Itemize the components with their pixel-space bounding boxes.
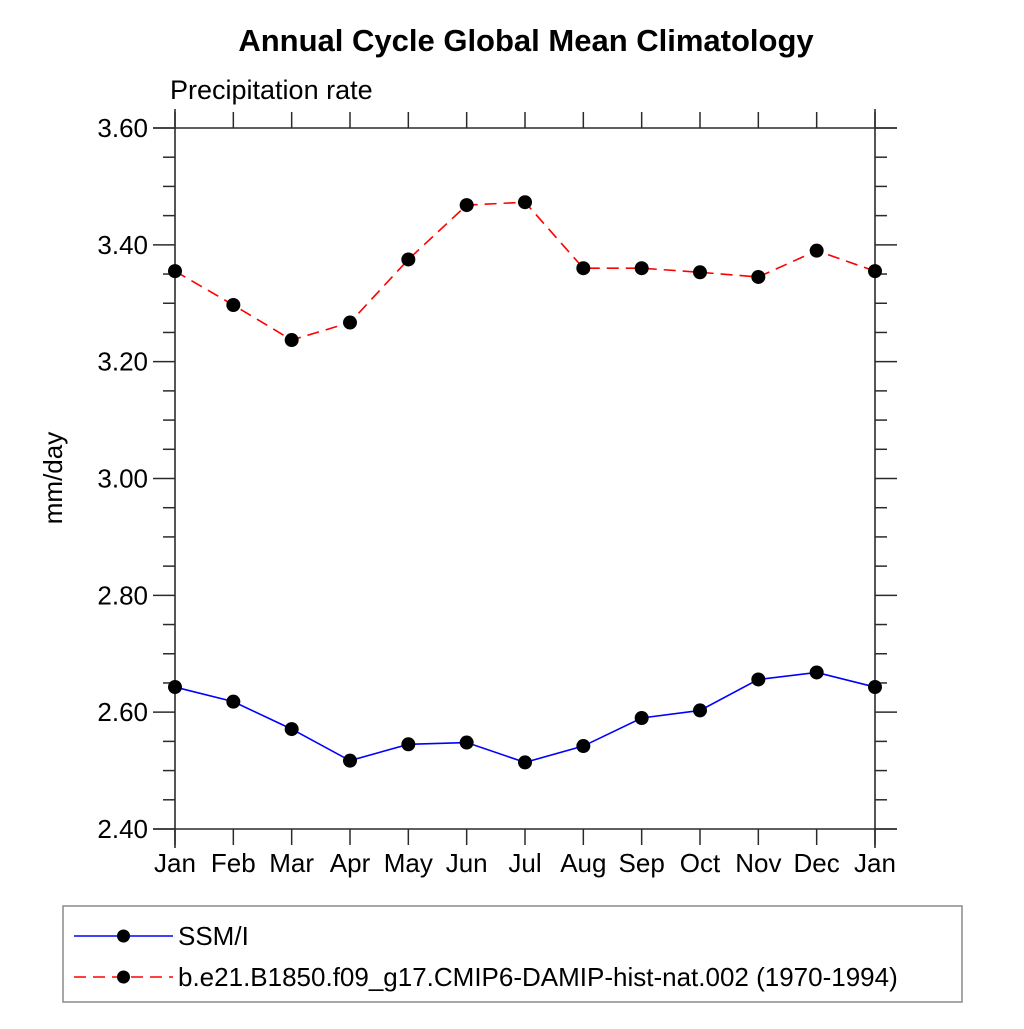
series-line (174, 671, 876, 764)
x-axis-tick-label: Mar (269, 848, 314, 878)
data-point-marker (809, 665, 824, 680)
data-point-marker (693, 265, 707, 280)
x-axis-tick-label: Feb (211, 848, 256, 878)
legend-border (62, 905, 963, 1003)
data-point-marker (634, 711, 649, 726)
data-point-marker (343, 315, 357, 330)
x-axis-tick-label: Jul (508, 848, 541, 878)
legend-sample-marker (117, 970, 130, 984)
y-axis-label: mm/day (38, 432, 68, 524)
data-point-marker (576, 739, 591, 754)
x-axis-tick-label: Jan (854, 848, 896, 878)
data-point-marker (868, 680, 882, 695)
data-point-marker (168, 680, 182, 695)
x-axis-tick-label: Apr (330, 848, 371, 878)
series-line (174, 201, 876, 341)
data-point-marker (576, 261, 591, 276)
legend: SSM/I b.e21.B1850.f09_g17.CMIP6-DAMIP-hi… (62, 905, 963, 1003)
data-point-marker (226, 298, 241, 313)
y-axis-tick-label: 3.20 (97, 347, 148, 377)
y-axis-tick-label: 2.40 (97, 814, 148, 844)
data-point-marker (401, 737, 416, 752)
data-point-marker (809, 243, 824, 258)
data-point-marker (401, 252, 416, 267)
x-axis-tick-label: Oct (680, 848, 721, 878)
legend-sample-marker (117, 929, 130, 943)
chart-title: Annual Cycle Global Mean Climatology (238, 23, 814, 58)
data-point-marker (518, 755, 532, 770)
x-axis-tick-label: Aug (560, 848, 606, 878)
data-point-marker (459, 735, 474, 750)
data-point-marker (751, 672, 766, 687)
data-point-marker (693, 703, 707, 718)
y-axis-tick-label: 3.40 (97, 230, 148, 260)
legend-label-model: b.e21.B1850.f09_g17.CMIP6-DAMIP-hist-nat… (178, 962, 898, 992)
data-point-marker (226, 694, 241, 709)
x-axis-tick-label: Sep (619, 848, 665, 878)
x-axis-tick-label: Jan (154, 848, 196, 878)
plot-area: 2.40 2.60 2.80 3.00 3.20 3.40 3.60 Jan Feb Mar Apr… (97, 109, 897, 878)
data-point-marker (343, 753, 357, 768)
x-axis-tick-label: Dec (794, 848, 840, 878)
data-point-marker (284, 722, 299, 737)
data-point-marker (634, 261, 649, 276)
x-axis-tick-label: Jun (446, 848, 488, 878)
y-axis-tick-label: 3.00 (97, 464, 148, 494)
data-point-marker (168, 264, 182, 279)
data-point-marker (751, 269, 766, 284)
legend-label-ssmi: SSM/I (178, 921, 249, 951)
y-axis-tick-label: 2.80 (97, 580, 148, 610)
legend-samples (74, 929, 173, 984)
y-axis-tick-label: 2.60 (97, 697, 148, 727)
y-axis-tick-label: 3.60 (97, 113, 148, 143)
x-axis-tick-label: May (384, 848, 433, 878)
chart-subtitle: Precipitation rate (170, 75, 373, 105)
data-point-marker (518, 195, 532, 210)
data-point-marker (284, 333, 299, 348)
x-axis-tick-label: Nov (735, 848, 781, 878)
data-point-marker (868, 264, 882, 279)
data-point-marker (459, 198, 474, 213)
